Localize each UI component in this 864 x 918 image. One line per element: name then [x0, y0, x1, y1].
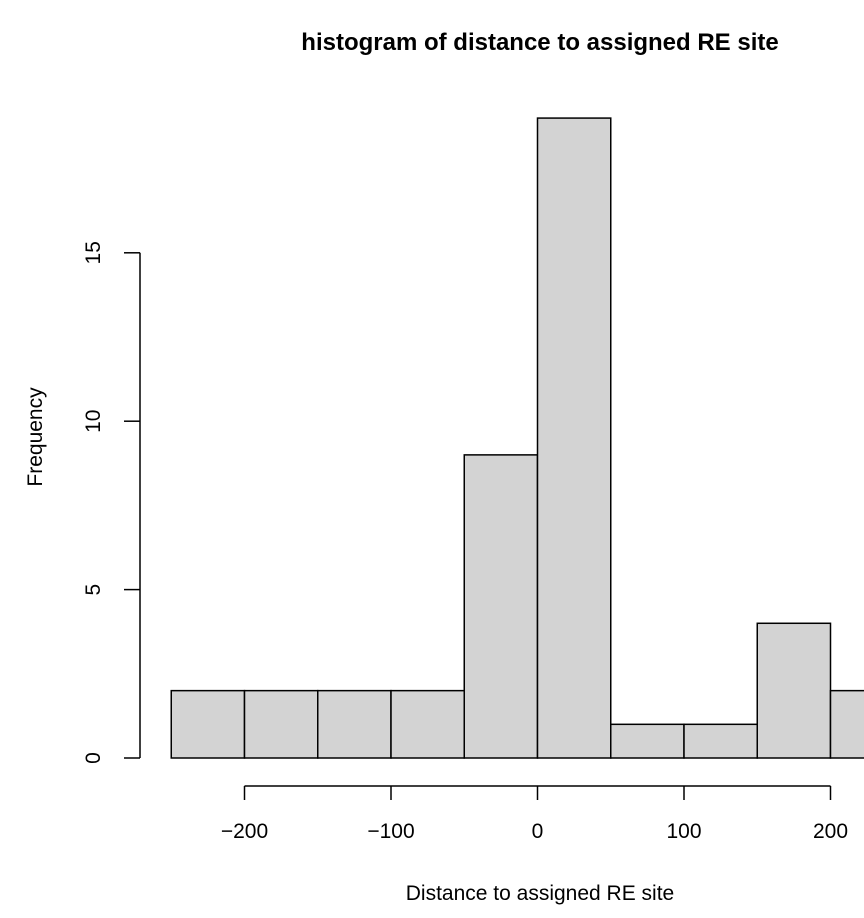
y-tick-label: 10	[82, 410, 105, 433]
x-axis-label: Distance to assigned RE site	[406, 882, 674, 905]
histogram-bar	[170, 689, 246, 759]
y-tick-label: 0	[82, 752, 105, 764]
x-tick-label: 200	[813, 820, 848, 843]
y-axis-label: Frequency	[24, 387, 47, 487]
x-tick-label: 0	[532, 820, 544, 843]
histogram-bar	[390, 689, 465, 759]
histogram-bar	[829, 689, 864, 759]
y-axis: 0 5 10 15	[82, 241, 141, 764]
x-axis: −200 −100 0 100 200	[221, 785, 848, 843]
x-tick-label: 100	[666, 820, 701, 843]
histogram-bar	[243, 689, 319, 759]
y-tick-label: 5	[82, 584, 105, 596]
histogram-bar	[317, 689, 392, 759]
histogram-bar	[463, 454, 539, 759]
x-tick-label: −100	[367, 820, 414, 843]
histogram-bar	[536, 117, 612, 759]
histogram-bar	[756, 622, 832, 759]
x-tick-label: −200	[221, 820, 268, 843]
bars-group	[170, 117, 864, 759]
y-tick-label: 15	[82, 241, 105, 264]
chart-title: histogram of distance to assigned RE sit…	[301, 29, 778, 56]
histogram-bar	[683, 723, 758, 759]
histogram-bar	[610, 723, 685, 759]
